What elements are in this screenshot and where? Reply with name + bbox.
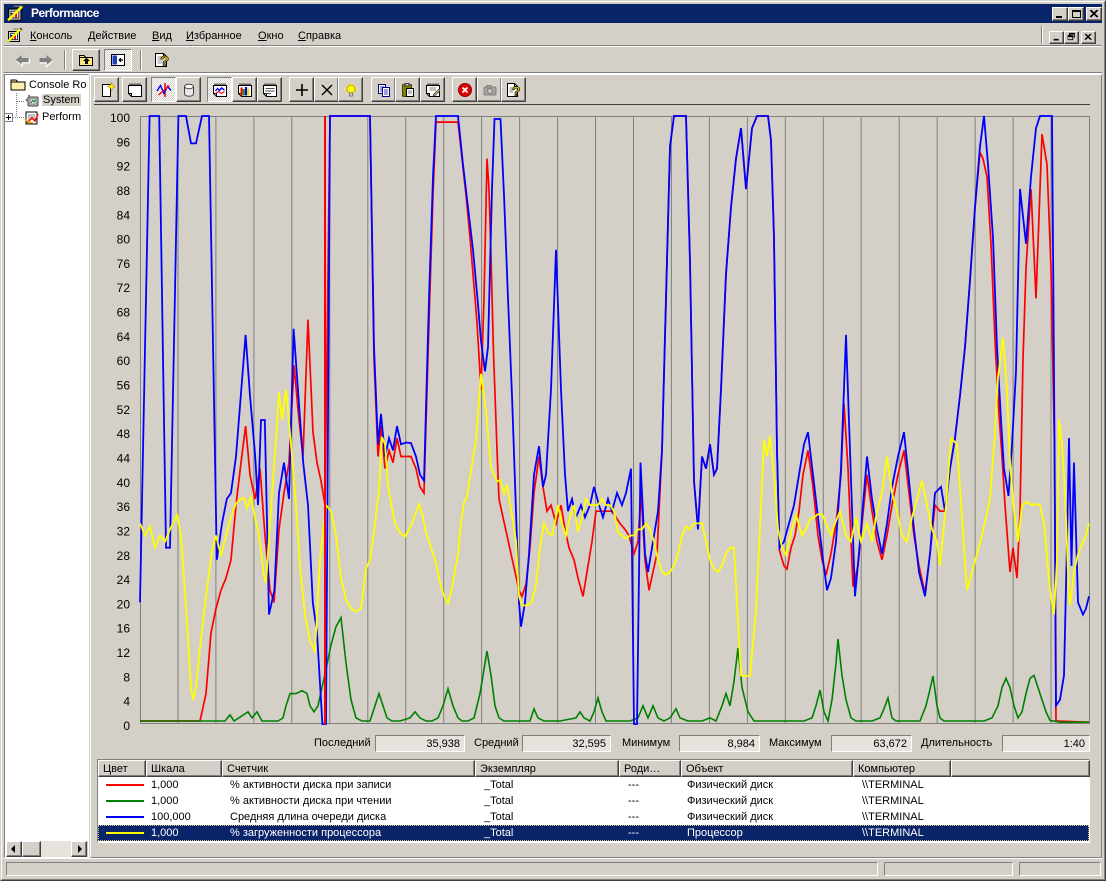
svg-text:60: 60: [117, 354, 131, 368]
svg-text:36: 36: [117, 500, 131, 514]
svg-text:20: 20: [117, 597, 131, 611]
svg-text:0: 0: [123, 719, 130, 733]
svg-text:48: 48: [117, 427, 131, 441]
svg-text:100: 100: [110, 111, 130, 125]
svg-text:16: 16: [117, 622, 131, 636]
svg-text:12: 12: [117, 646, 131, 660]
svg-text:64: 64: [117, 330, 131, 344]
svg-text:40: 40: [117, 476, 131, 490]
svg-text:56: 56: [117, 379, 131, 393]
svg-text:4: 4: [123, 695, 130, 709]
svg-text:96: 96: [117, 135, 131, 149]
svg-text:28: 28: [117, 549, 131, 563]
svg-text:72: 72: [117, 281, 131, 295]
svg-text:92: 92: [117, 160, 131, 174]
svg-text:52: 52: [117, 403, 131, 417]
svg-text:?: ?: [512, 83, 521, 98]
svg-text:80: 80: [117, 233, 131, 247]
svg-text:88: 88: [117, 184, 131, 198]
svg-text:76: 76: [117, 257, 131, 271]
svg-text:68: 68: [117, 306, 131, 320]
svg-text:24: 24: [117, 573, 131, 587]
svg-text:8: 8: [123, 670, 130, 684]
svg-text:84: 84: [117, 208, 131, 222]
svg-text:?: ?: [160, 53, 169, 68]
svg-text:32: 32: [117, 524, 131, 538]
svg-text:44: 44: [117, 452, 131, 466]
